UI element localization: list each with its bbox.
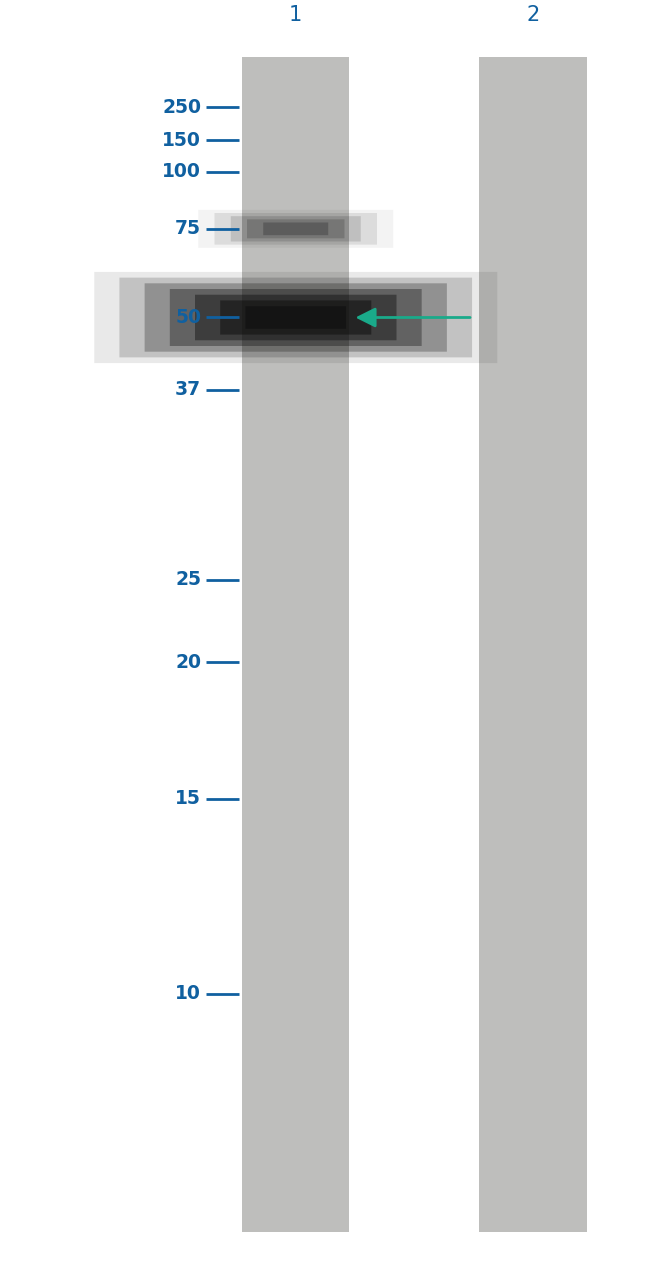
FancyBboxPatch shape	[246, 306, 346, 329]
Text: 10: 10	[176, 984, 202, 1003]
Text: 75: 75	[176, 220, 202, 239]
Text: 20: 20	[176, 653, 202, 672]
Text: 150: 150	[162, 131, 202, 150]
FancyBboxPatch shape	[247, 220, 344, 239]
Text: 50: 50	[176, 309, 202, 326]
FancyBboxPatch shape	[120, 278, 472, 357]
FancyBboxPatch shape	[220, 301, 371, 334]
Bar	[242, 57, 350, 1232]
Bar	[479, 57, 586, 1232]
FancyBboxPatch shape	[94, 272, 497, 363]
Text: 37: 37	[175, 380, 202, 399]
Text: 25: 25	[176, 570, 202, 589]
FancyBboxPatch shape	[195, 295, 396, 340]
FancyBboxPatch shape	[263, 222, 328, 235]
Text: 250: 250	[162, 98, 202, 117]
FancyBboxPatch shape	[145, 283, 447, 352]
Text: 2: 2	[526, 5, 539, 25]
FancyBboxPatch shape	[231, 216, 361, 241]
FancyBboxPatch shape	[170, 290, 422, 345]
Text: 1: 1	[289, 5, 302, 25]
Text: 100: 100	[162, 163, 202, 182]
FancyBboxPatch shape	[214, 213, 377, 245]
Text: 15: 15	[176, 790, 202, 808]
